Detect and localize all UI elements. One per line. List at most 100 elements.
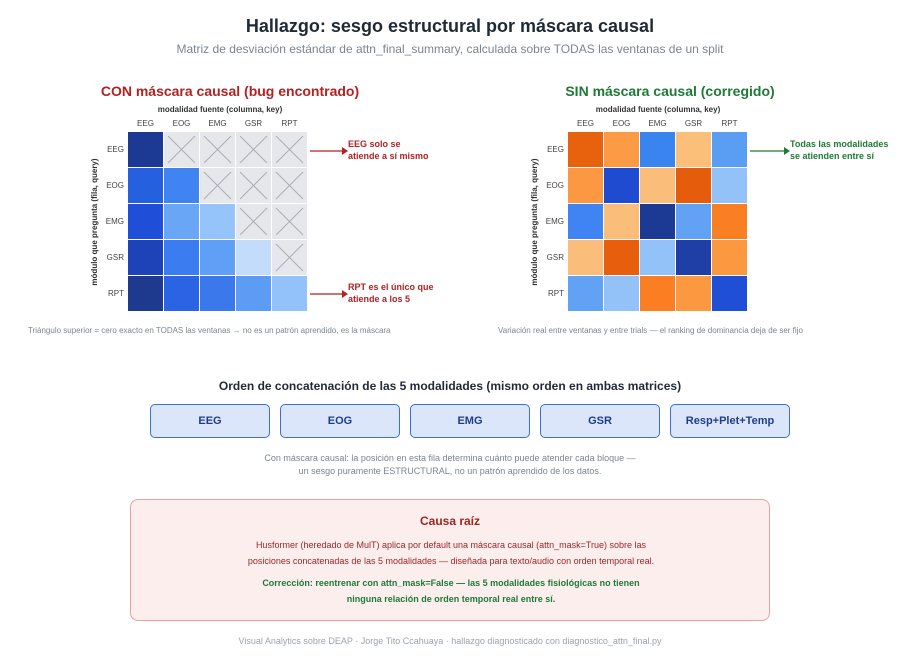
- left-heatmap-cell: [272, 276, 307, 311]
- left-masked-cell: [200, 132, 235, 167]
- page-subtitle: Matriz de desviación estándar de attn_fi…: [176, 42, 724, 56]
- left-heatmap-cell: [236, 276, 271, 311]
- right-row-tick-eeg: EEG: [547, 145, 564, 154]
- left-note: Triángulo superior = cero exacto en TODA…: [28, 326, 391, 335]
- left-col-tick-emg: EMG: [208, 119, 227, 128]
- footer-credit: Visual Analytics sobre DEAP · Jorge Tito…: [238, 636, 662, 646]
- right-row-ticks: EEG EOG EMG GSR RPT: [536, 132, 564, 312]
- left-row-tick-eog: EOG: [106, 181, 124, 190]
- right-heatmap-cell: [676, 276, 711, 311]
- left-heatmap-cell: [128, 240, 163, 275]
- left-masked-cell: [272, 240, 307, 275]
- left-row-ticks: EEG EOG EMG GSR RPT: [96, 132, 124, 312]
- masked-cross-icon: [203, 171, 232, 200]
- root-cause-title: Causa raíz: [419, 514, 481, 528]
- right-col-tick-eog: EOG: [612, 119, 631, 128]
- right-heatmap-cell: [712, 132, 747, 167]
- left-annotation-bottom: RPT es el único que atiende a los 5: [348, 282, 434, 304]
- right-col-tick-gsr: GSR: [684, 119, 703, 128]
- left-masked-cell: [272, 204, 307, 239]
- right-x-axis-label: modalidad fuente (columna, key): [595, 105, 721, 114]
- left-masked-cell: [236, 204, 271, 239]
- order-explanation-line2: un sesgo puramente ESTRUCTURAL, no un pa…: [298, 466, 602, 476]
- left-heatmap-cell: [164, 276, 199, 311]
- left-heatmap-cell: [128, 204, 163, 239]
- left-heatmap-cell: [200, 204, 235, 239]
- right-col-tick-rpt: RPT: [721, 119, 738, 128]
- root-cause-box: Causa raíz Husformer (heredado de MulT) …: [130, 499, 770, 621]
- left-heatmap-cell: [128, 168, 163, 203]
- chip-gsr: GSR: [540, 404, 660, 438]
- right-heatmap-cell: [676, 240, 711, 275]
- right-heatmap-cell: [712, 204, 747, 239]
- right-row-tick-emg: EMG: [545, 217, 564, 226]
- chip-rpt: Resp+Plet+Temp: [670, 404, 790, 438]
- left-arrow-top: [310, 147, 348, 155]
- left-heatmap-cell: [128, 276, 163, 311]
- order-explanation-line1: Con máscara causal: la posición en esta …: [264, 453, 636, 463]
- right-row-tick-eog: EOG: [546, 181, 564, 190]
- right-col-ticks: EEG EOG EMG GSR RPT: [568, 119, 748, 131]
- left-row-tick-emg: EMG: [105, 217, 124, 226]
- left-col-ticks: EEG EOG EMG GSR RPT: [128, 119, 308, 131]
- left-x-axis-label: modalidad fuente (columna, key): [157, 105, 283, 114]
- right-heatmap-cell: [676, 132, 711, 167]
- root-cause-fix-line2: ninguna relación de orden temporal real …: [346, 594, 556, 604]
- left-heatmap: [128, 132, 307, 311]
- order-title: Orden de concatenación de las 5 modalida…: [218, 379, 682, 393]
- right-heatmap-cell: [712, 276, 747, 311]
- masked-cross-icon: [275, 135, 304, 164]
- right-col-tick-eeg: EEG: [577, 119, 594, 128]
- left-masked-cell: [164, 132, 199, 167]
- left-heatmap-cell: [200, 240, 235, 275]
- left-heatmap-cell: [200, 276, 235, 311]
- right-heatmap-cell: [568, 240, 603, 275]
- order-explanation: Con máscara causal: la posición en esta …: [0, 452, 900, 478]
- chip-eeg: EEG: [150, 404, 270, 438]
- masked-cross-icon: [275, 207, 304, 236]
- right-row-tick-rpt: RPT: [548, 289, 564, 298]
- left-masked-cell: [236, 132, 271, 167]
- right-heatmap-cell: [676, 168, 711, 203]
- left-arrow-bottom: [310, 290, 348, 298]
- left-panel-title: CON máscara causal (bug encontrado): [100, 83, 360, 99]
- left-heatmap-cell: [164, 204, 199, 239]
- root-cause-body-line1: Husformer (heredado de MulT) aplica por …: [255, 540, 647, 550]
- chip-emg: EMG: [410, 404, 530, 438]
- right-heatmap-cell: [568, 276, 603, 311]
- left-heatmap-cell: [128, 132, 163, 167]
- right-heatmap: [568, 132, 747, 311]
- right-row-tick-gsr: GSR: [546, 253, 564, 262]
- masked-cross-icon: [275, 171, 304, 200]
- root-cause-fix-line1: Corrección: reentrenar con attn_mask=Fal…: [262, 578, 640, 588]
- page-title: Hallazgo: sesgo estructural por máscara …: [245, 16, 655, 36]
- right-heatmap-cell: [640, 276, 675, 311]
- right-heatmap-cell: [712, 168, 747, 203]
- right-y-axis-label: módulo que pregunta (fila, query): [530, 158, 539, 286]
- right-panel-title: SIN máscara causal (corregido): [565, 83, 775, 99]
- left-masked-cell: [272, 132, 307, 167]
- left-col-tick-gsr: GSR: [244, 119, 263, 128]
- left-masked-cell: [272, 168, 307, 203]
- masked-cross-icon: [167, 135, 196, 164]
- masked-cross-icon: [239, 207, 268, 236]
- right-heatmap-cell: [568, 204, 603, 239]
- masked-cross-icon: [239, 171, 268, 200]
- root-cause-body-line2: posiciones concatenadas de las 5 modalid…: [247, 556, 655, 566]
- left-row-tick-rpt: RPT: [108, 289, 124, 298]
- right-heatmap-cell: [604, 276, 639, 311]
- right-heatmap-cell: [640, 204, 675, 239]
- left-col-tick-rpt: RPT: [281, 119, 298, 128]
- masked-cross-icon: [203, 135, 232, 164]
- left-masked-cell: [236, 168, 271, 203]
- right-heatmap-cell: [640, 132, 675, 167]
- right-heatmap-cell: [604, 204, 639, 239]
- right-heatmap-cell: [712, 240, 747, 275]
- masked-cross-icon: [275, 243, 304, 272]
- right-heatmap-cell: [640, 240, 675, 275]
- chip-eog: EOG: [280, 404, 400, 438]
- left-annotation-top: EEG solo se atiende a sí mismo: [348, 139, 429, 161]
- right-heatmap-cell: [568, 132, 603, 167]
- right-heatmap-cell: [604, 240, 639, 275]
- left-y-axis-label: módulo que pregunta (fila, query): [90, 158, 99, 286]
